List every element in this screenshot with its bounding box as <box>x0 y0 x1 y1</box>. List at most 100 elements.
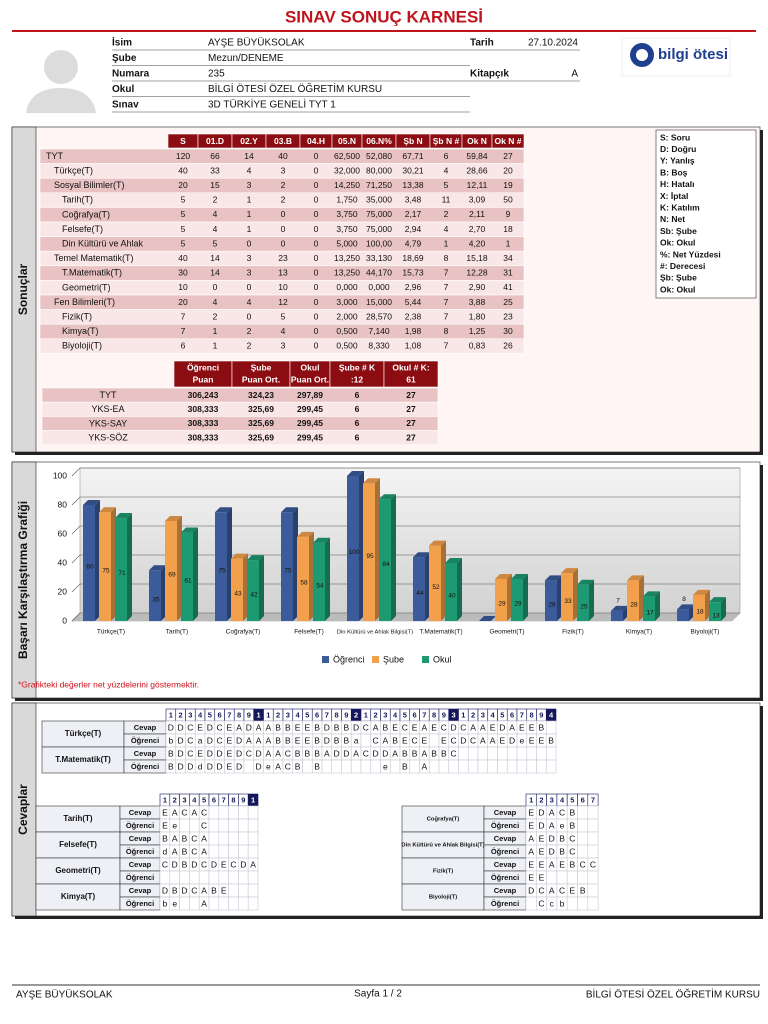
legend-entry: B: Boş <box>660 167 688 177</box>
legend-entry: Ok: Okul <box>660 238 695 248</box>
row-label: Cevap <box>129 886 152 895</box>
answer: A <box>383 735 389 745</box>
cell-value: 4 <box>444 165 449 175</box>
answer: D <box>324 722 330 732</box>
row-label: Öğrenci <box>126 873 154 882</box>
answer-cell <box>247 896 259 911</box>
bar-label: 7 <box>616 598 620 605</box>
bar-top <box>231 553 248 559</box>
score-header: Okul <box>301 362 320 372</box>
answer: E <box>402 735 408 745</box>
bar-side <box>359 471 364 621</box>
row-name: Felsefe(T) <box>62 224 103 234</box>
answer-cell <box>228 818 239 833</box>
cell-value: 4 <box>247 165 252 175</box>
cell-value: 7 <box>181 326 186 336</box>
column-header: 06.N% <box>366 136 392 146</box>
answer: D <box>168 722 174 732</box>
answer: D <box>236 735 242 745</box>
answer: A <box>172 807 178 817</box>
answer: B <box>344 722 350 732</box>
cell-value: 13,38 <box>402 180 424 190</box>
legend-label: Öğrenci <box>333 654 365 664</box>
bar-label: 29 <box>498 601 506 608</box>
answer: C <box>538 885 544 895</box>
answer-cell <box>302 759 313 774</box>
answer: d <box>198 761 203 771</box>
answer: B <box>334 735 340 745</box>
answer-cell <box>228 831 239 846</box>
subject-name: Geometri(T) <box>55 866 101 875</box>
bar-side <box>111 507 116 621</box>
answer: C <box>187 748 193 758</box>
cell-value: 2,94 <box>405 224 422 234</box>
subject-cell <box>401 805 485 833</box>
answer: B <box>559 833 565 843</box>
cell-value: 2,70 <box>469 224 486 234</box>
answer: a <box>354 735 359 745</box>
answer: E <box>197 722 203 732</box>
answer-cell <box>516 746 528 761</box>
answer: B <box>285 722 291 732</box>
answer-cell <box>238 896 249 911</box>
bar-side <box>193 527 198 621</box>
answer-cell <box>360 759 372 774</box>
answer-cell <box>238 844 249 859</box>
subject-name: Biyoloji(T) <box>429 895 457 901</box>
bar-front <box>445 563 457 621</box>
answer-cell <box>497 759 508 774</box>
answer: b <box>169 735 174 745</box>
cell-value: 0 <box>314 253 319 263</box>
answer-cell <box>198 870 210 885</box>
cell-value: 2,90 <box>469 282 486 292</box>
cell-value: 4 <box>213 209 218 219</box>
answer-cell <box>577 805 589 820</box>
answer-cell <box>238 870 249 885</box>
cell-value: 2,17 <box>405 209 422 219</box>
cell-value: 5,000 <box>336 238 358 248</box>
answer-cell <box>577 896 589 911</box>
answer: C <box>451 735 457 745</box>
cell-value: 0 <box>314 297 319 307</box>
answer: D <box>246 722 252 732</box>
answer: B <box>172 885 178 895</box>
answer: D <box>256 748 262 758</box>
answer: B <box>314 735 320 745</box>
answer-cell <box>545 759 557 774</box>
x-tick-label: Kimya(T) <box>626 629 652 636</box>
cell-value: 35,000 <box>366 195 392 205</box>
answer: D <box>499 722 505 732</box>
answer-cell <box>506 746 518 761</box>
cell-value: 5 <box>181 209 186 219</box>
cell-value: 12,28 <box>466 268 488 278</box>
bar <box>545 575 562 621</box>
answer: D <box>353 722 359 732</box>
cell-value: 5 <box>181 238 186 248</box>
subject-cell <box>401 883 485 911</box>
answer-cell <box>545 746 557 761</box>
column-header: Ok N # <box>495 136 522 146</box>
cell-value: 2 <box>247 326 252 336</box>
row-name: Geometri(T) <box>62 282 111 292</box>
answer: A <box>266 748 272 758</box>
answer-cell <box>566 896 578 911</box>
info-value: BİLGİ ÖTESİ ÖZEL ÖĞRETİM KURSU <box>208 82 382 95</box>
cell-value: 13,250 <box>334 268 360 278</box>
bar-top <box>611 605 628 611</box>
answer: A <box>201 898 207 908</box>
cell-value: 20 <box>503 165 513 175</box>
bar-side <box>227 507 232 621</box>
question-number: 1 <box>163 795 167 804</box>
answer: A <box>373 722 379 732</box>
bar-front <box>149 570 161 621</box>
row-label: Öğrenci <box>131 736 159 745</box>
score-value: 308,333 <box>188 432 219 442</box>
answer: B <box>570 807 576 817</box>
score-value: 325,69 <box>248 432 274 442</box>
cell-value: 7 <box>444 341 449 351</box>
answer: D <box>207 722 213 732</box>
bar-side <box>391 494 396 621</box>
answer-cell <box>587 883 599 898</box>
cell-value: 40 <box>178 165 188 175</box>
answer: E <box>441 735 447 745</box>
